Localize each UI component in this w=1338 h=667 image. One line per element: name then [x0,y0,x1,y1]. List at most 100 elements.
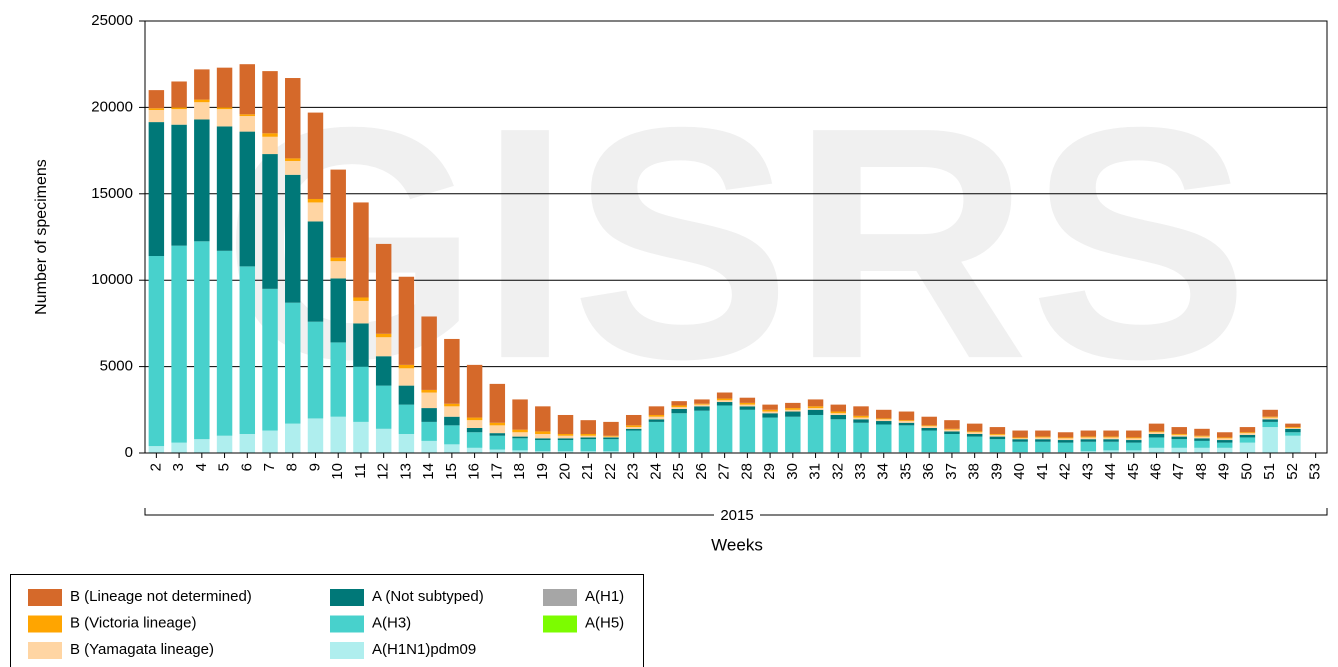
bar-segment [1080,436,1097,438]
bar-segment [1012,430,1028,438]
bar-segment [148,109,165,123]
group-label: 2015 [720,507,753,524]
bar-segment [898,420,915,422]
plot-frame [144,20,1328,454]
bar-segment [171,124,187,246]
bar-segment [966,436,983,453]
bar-segment [580,437,596,440]
bar-segment [1012,441,1028,453]
bar-segment [648,416,665,420]
bar-segment [1216,440,1233,443]
bar-segment [1103,437,1119,440]
bar-segment [330,261,346,279]
bar-segment [830,413,847,415]
bar-segment [648,414,665,417]
x-tick-label: 19 [534,463,551,480]
bar-segment [830,419,847,453]
bar-segment [489,449,506,453]
bar-segment [944,428,960,430]
bar-segment [966,431,983,433]
bar-segment [785,408,801,410]
legend-swatch [543,589,577,606]
bar-segment [557,438,574,441]
bar-segment [444,444,460,453]
bar-segment [194,102,210,120]
bar-segment [557,451,574,453]
bar-segment [739,409,756,453]
legend-swatch [28,642,62,659]
bar-segment [1239,433,1256,435]
legend-swatch [330,642,364,659]
bar-segment [1262,416,1278,418]
bar-segment [1194,440,1210,448]
bar-segment [1057,437,1074,439]
bar-segment [330,278,346,343]
x-tick-label: 51 [1261,463,1278,480]
bar-segment [921,426,937,428]
bar-segment [489,433,506,436]
legend [10,574,644,667]
bar-segment [1148,431,1165,433]
bar-segment [1262,427,1278,453]
bar-segment [1057,432,1074,438]
bar-segment [239,266,256,434]
bar-segment [807,414,824,453]
x-tick-label: 28 [738,463,755,480]
x-tick-label: 49 [1216,463,1233,480]
bar-segment [421,421,437,441]
bar-segment [944,433,960,453]
x-tick-label: 14 [420,463,437,480]
bar-segment [375,337,392,357]
x-tick-label: 29 [761,463,778,480]
bar-segment [648,421,665,453]
bar-segment [216,250,233,436]
legend-items: B (Lineage not determined) B (Victoria li… [28,588,624,659]
x-tick-label: 20 [556,463,573,480]
bar-segment [512,436,528,439]
bar-segment [716,405,733,453]
bar-segment [1103,430,1119,437]
bar-segment [307,418,324,453]
bar-segment [625,427,642,429]
x-tick-label: 26 [693,463,710,480]
bar-segment [762,417,778,453]
bar-segment [557,433,574,436]
bar-segment [444,425,460,445]
legend-swatch [330,615,364,633]
bar-segment [421,408,437,422]
legend-swatch [330,589,364,606]
bar-segment [785,416,801,453]
bar-segment [830,404,847,412]
bar-segment [989,433,1006,435]
bar-segment [944,420,960,429]
bar-segment [330,169,346,258]
bar-segment [876,424,892,453]
bar-segment [1285,428,1301,433]
bar-segment [489,425,506,434]
bar-segment [580,435,596,438]
bar-segment [239,116,256,132]
y-tick-label: 15000 [91,185,133,202]
bar-segment [535,433,551,439]
bar-segment [671,413,687,453]
bar-segment [285,160,301,175]
bar-segment [262,136,278,155]
x-tick-label: 41 [1034,463,1051,480]
bar-segment [1216,442,1233,448]
bar-segment [307,202,324,222]
bar-segment [1194,447,1210,453]
bar-segment [580,439,596,452]
y-axis-label: Number of specimens [33,159,50,315]
x-tick-label: 11 [352,463,369,479]
bar-segment [671,401,687,406]
bar-segment [194,439,210,453]
bar-segment [285,158,301,161]
x-tick-label: 5 [216,463,233,471]
bar-segment [898,425,915,453]
bar-segment [739,406,756,410]
bar-segment [1080,451,1097,453]
bar-segment [830,414,847,420]
bar-segment [1148,437,1165,448]
x-tick-label: 16 [466,463,483,480]
bar-segment [785,409,801,412]
